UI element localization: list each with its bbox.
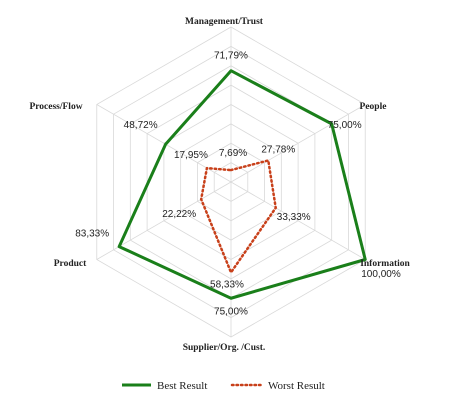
best-result-data-label: 75,00% [328,120,362,131]
best-result-data-label: 83,33% [75,229,109,240]
data-labels: 71,79% 75,00% 75,00% 83,33% 48,72% 7,69% 27,78… [75,51,361,318]
legend: Best Result Worst Result [122,380,325,392]
series-worst-result-line [199,159,277,274]
worst-result-data-label: 58,33% [210,279,244,290]
axis-label: Process/Flow [29,102,82,112]
legend-best-label: Best Result [157,380,207,392]
grid-spoke [230,104,366,183]
best-result-data-label: 48,72% [124,120,158,131]
worst-result-data-label: 7,69% [219,148,247,159]
axis-labels: Management/Trust People Information Supplie… [29,17,410,353]
worst-result-data-label: 33,33% [277,212,311,223]
axis-label: People [360,102,387,112]
grid-spoke [230,181,366,260]
legend-worst-label: Worst Result [268,380,325,392]
best-result-data-label: 71,79% [214,51,248,62]
axis-label: Information [360,259,410,269]
series-best-result-line [117,69,367,300]
axis-label: Product [54,259,87,269]
axis-label: Management/Trust [185,17,264,27]
series-layer [117,69,367,300]
best-result-data-label: 75,00% [214,306,248,317]
radar-grid [96,26,366,338]
worst-result-data-label: 27,78% [261,144,295,155]
axis-label: Supplier/Org. /Cust. [183,343,266,353]
axis-value-label: 100,00% [361,269,401,280]
worst-result-data-label: 17,95% [174,150,208,161]
grid-spoke [96,104,232,183]
worst-result-data-label: 22,22% [162,209,196,220]
